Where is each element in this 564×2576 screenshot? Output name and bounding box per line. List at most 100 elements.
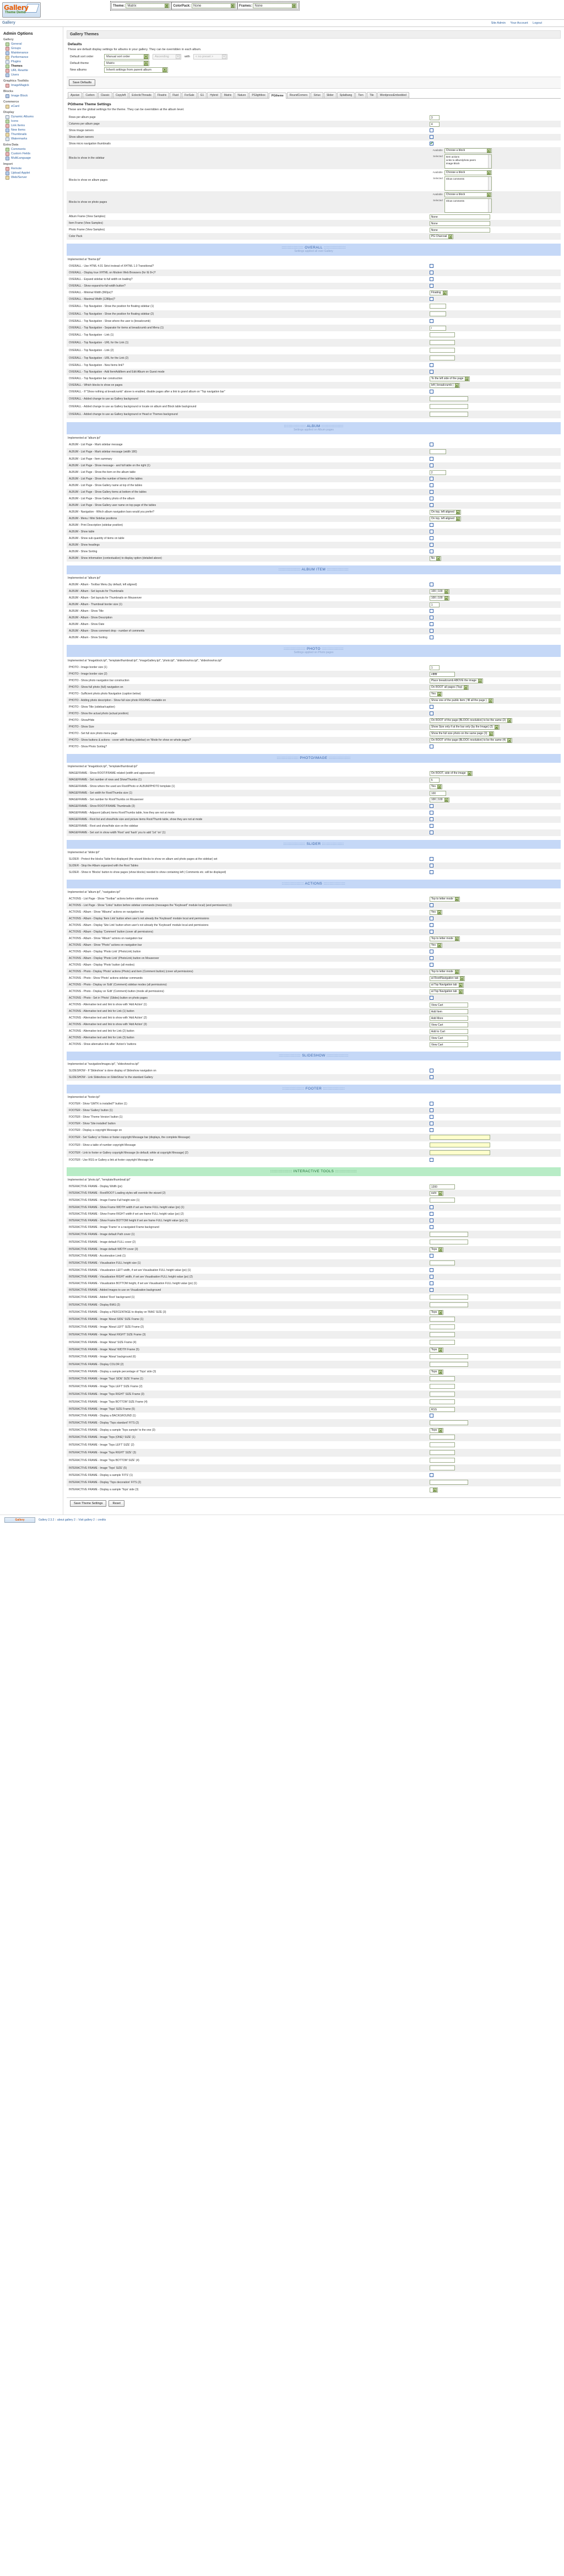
text-input[interactable] <box>429 339 455 345</box>
checkbox-input[interactable] <box>429 389 433 394</box>
sidebar-item-comments[interactable]: Comments <box>2 147 61 152</box>
tab-classic[interactable]: Classic <box>97 92 112 98</box>
text-input[interactable] <box>429 1361 468 1367</box>
dropdown-select[interactable]: Tops ▾ <box>429 1347 444 1352</box>
text-input[interactable] <box>429 1399 455 1404</box>
text-input[interactable] <box>429 1239 468 1244</box>
sidebar-item-users[interactable]: Users <box>2 73 61 77</box>
available-block-select[interactable]: Choose a block ▾ <box>444 170 492 175</box>
checkbox-input[interactable] <box>429 830 433 834</box>
text-input[interactable]: RSS <box>429 1406 455 1412</box>
dropdown-select[interactable]: Top to letter mode ▾ <box>429 896 460 902</box>
dropdown-select[interactable]: On ROOT, side of the image ▾ <box>429 770 473 776</box>
dropdown-select[interactable]: 100 | 100 ▾ <box>429 797 449 802</box>
text-input[interactable] <box>429 1465 455 1470</box>
sidebar-item-icons[interactable]: Icons <box>2 119 61 123</box>
checkbox-input[interactable] <box>429 128 433 132</box>
credit-link-credits[interactable]: credits <box>97 1518 106 1522</box>
checkbox-input[interactable] <box>429 496 433 500</box>
text-input[interactable] <box>429 1449 455 1455</box>
text-input[interactable]: 3 <box>429 115 440 120</box>
checkbox-input[interactable] <box>429 635 433 639</box>
checkbox-input[interactable] <box>429 995 433 1000</box>
text-input[interactable]: 2 <box>429 470 446 475</box>
colorpack-select[interactable]: None ▾ <box>192 3 236 8</box>
checkbox-input[interactable] <box>429 277 433 281</box>
dropdown-select[interactable]: ▾ <box>429 1487 438 1492</box>
text-input[interactable]: Add to Cart <box>429 1028 468 1034</box>
tab-forsale[interactable]: ForSale <box>182 92 197 98</box>
checkbox-input[interactable] <box>429 1114 433 1119</box>
text-input[interactable] <box>429 403 468 409</box>
checkbox-input[interactable] <box>429 1075 433 1079</box>
text-input[interactable]: Add Item <box>429 1009 468 1014</box>
sidebar-item-watermarks[interactable]: Watermarks <box>2 137 61 141</box>
default-sort-order-select[interactable]: Manual sort order ▾ <box>104 54 149 60</box>
checkbox-input[interactable] <box>429 615 433 619</box>
sort-preset-select[interactable]: < no preset > ▾ <box>193 54 227 60</box>
dropdown-select[interactable]: at Top Navigation tab ▾ <box>429 989 464 994</box>
dropdown-select[interactable]: On ROOT all pages (Top) ▾ <box>429 685 469 690</box>
dropdown-select[interactable]: left | breadcrumb | ▾ <box>429 382 460 388</box>
sidebar-item-multilanguage[interactable]: MultiLanguage <box>2 156 61 160</box>
dropdown-select[interactable]: Yes ▾ <box>429 784 442 789</box>
tab-pglightbox[interactable]: PGlightbox <box>249 92 268 98</box>
checkbox-input[interactable] <box>429 856 433 861</box>
text-select-input[interactable]: None <box>429 227 490 233</box>
checkbox-input[interactable] <box>429 134 433 139</box>
tab-siriux[interactable]: Siriux <box>311 92 323 98</box>
tab-ajaxian[interactable]: Ajaxian <box>68 92 83 98</box>
checkbox-input[interactable] <box>429 442 433 446</box>
checkbox-input[interactable] <box>429 363 433 367</box>
tab-fluid[interactable]: Fluid <box>170 92 182 98</box>
checkbox-input[interactable] <box>429 923 433 927</box>
text-input[interactable] <box>429 1457 455 1463</box>
sidebar-item-remote[interactable]: Remote <box>2 166 61 171</box>
dropdown-select[interactable]: Tops ▾ <box>429 1369 444 1375</box>
dropdown-select[interactable]: On ROOT of the page (BLOCK resolution) t… <box>429 737 513 743</box>
checkbox-input[interactable] <box>429 1253 433 1258</box>
checkbox-input[interactable] <box>429 1205 433 1209</box>
text-input[interactable] <box>429 1142 490 1147</box>
sidebar-item-upload-applet[interactable]: Upload Applet <box>2 171 61 175</box>
text-input[interactable]: 100 <box>429 790 446 796</box>
checkbox-input[interactable] <box>429 1211 433 1216</box>
text-input[interactable]: 4 <box>429 121 440 127</box>
checkbox-input[interactable] <box>429 817 433 821</box>
text-input[interactable] <box>429 1134 490 1140</box>
text-input[interactable]: 1 <box>429 602 440 607</box>
dropdown-select[interactable]: On ROOT of the page (BLOCK resolution) t… <box>429 718 513 723</box>
tab-tile[interactable]: Tile <box>366 92 377 98</box>
checkbox-input[interactable] <box>429 483 433 487</box>
text-input[interactable] <box>429 1391 455 1397</box>
tab-g1[interactable]: G1 <box>197 92 207 98</box>
checkbox-input[interactable] <box>429 622 433 626</box>
listbox-option[interactable]: Show comments <box>446 199 465 202</box>
text-input[interactable] <box>429 1420 468 1425</box>
checkbox-input[interactable] <box>429 1287 433 1292</box>
sidebar-item-link-items[interactable]: Link Items <box>2 123 61 128</box>
text-input[interactable] <box>429 411 468 417</box>
text-input[interactable]: #ffffff <box>429 671 455 677</box>
checkbox-input[interactable] <box>429 456 433 461</box>
sidebar-item-web-server[interactable]: Web/Server <box>2 175 61 180</box>
text-input[interactable] <box>429 1383 455 1389</box>
checkbox-input[interactable] <box>429 542 433 547</box>
sidebar-item-performance[interactable]: Performance <box>2 55 61 60</box>
listbox-scrollbar[interactable] <box>487 154 491 168</box>
selected-blocks-listbox[interactable]: Show comments <box>444 198 492 213</box>
checkbox-input[interactable] <box>429 1128 433 1132</box>
checkbox-input[interactable] <box>429 903 433 907</box>
checkbox-input[interactable] <box>429 810 433 815</box>
checkbox-input[interactable] <box>429 522 433 527</box>
tab-matrix[interactable]: Matrix <box>221 92 235 98</box>
checkbox-input[interactable] <box>429 1274 433 1279</box>
checkbox-input[interactable] <box>429 929 433 934</box>
text-select-input[interactable]: None <box>429 220 490 226</box>
checkbox-input[interactable] <box>429 1218 433 1222</box>
sidebar-item-groups[interactable]: Groups <box>2 46 61 51</box>
checkbox-input[interactable] <box>429 297 433 301</box>
text-input[interactable]: 1 <box>429 665 440 670</box>
sidebar-item-plugins[interactable]: Plugins <box>2 60 61 64</box>
checkbox-input[interactable] <box>429 1157 433 1162</box>
